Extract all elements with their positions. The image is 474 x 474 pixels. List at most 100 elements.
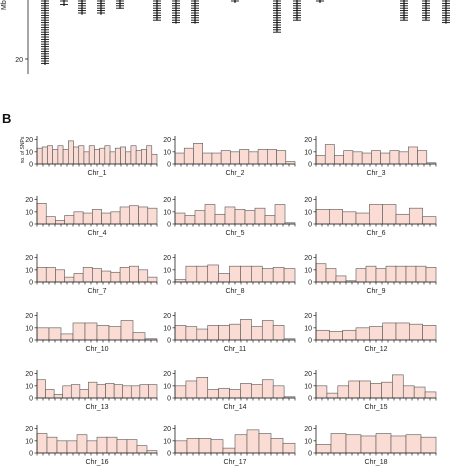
chromosome-label: Chr_5 [225, 230, 244, 237]
chromosome-label: Chr_1 [87, 170, 106, 177]
y-tick-label: 0 [167, 162, 171, 169]
snp-bar [82, 212, 93, 225]
snp-bar [380, 152, 391, 165]
snp-bar [79, 389, 89, 399]
snp-bar [214, 213, 226, 225]
snp-bar [267, 149, 277, 165]
snp-bar [73, 273, 84, 283]
marker-column [60, 0, 68, 6]
chromosome-label: Chr_17 [224, 459, 247, 466]
snp-bar [147, 207, 158, 225]
snp-bar [220, 150, 231, 165]
y-tick-label: 10 [163, 438, 171, 445]
snp-bar [370, 383, 382, 399]
snp-bar [229, 389, 241, 399]
snp-bar [395, 265, 407, 283]
y-tick-label: 0 [308, 162, 312, 169]
snp-bar [369, 204, 383, 225]
snp-bar [425, 267, 437, 283]
snp-bar [96, 436, 108, 454]
chromosome-label: Chr_10 [86, 346, 109, 353]
marker-column [442, 0, 450, 24]
snp-bar [224, 206, 236, 225]
snp-bar [335, 275, 347, 283]
snp-bar [99, 147, 106, 165]
snp-bar [101, 270, 112, 283]
snp-bar [337, 385, 350, 399]
y-tick-label: 20 [25, 197, 33, 204]
chromosome-chart: 0 10 20 Chr_4 [25, 196, 158, 237]
snp-bar [64, 276, 75, 283]
snp-bar [96, 325, 110, 341]
snp-bar [36, 147, 43, 165]
snp-bar [66, 440, 78, 454]
y-tick-label: 20 [163, 137, 171, 144]
y-tick-label: 10 [304, 149, 312, 156]
snp-bar [360, 435, 377, 454]
chromosome-chart: 0 10 20 Chr_11 [163, 312, 296, 353]
y-tick-label: 10 [25, 325, 33, 332]
snp-bar [135, 150, 142, 165]
snp-bar [78, 145, 85, 165]
chromosome-label: Chr_15 [365, 404, 388, 411]
marker-column [422, 0, 430, 21]
snp-bar [122, 385, 132, 399]
snp-bar [365, 265, 377, 283]
snp-bar [132, 332, 146, 341]
snp-bar [409, 323, 423, 341]
y-tick-label: 10 [304, 209, 312, 216]
y-tick-label: 0 [308, 222, 312, 229]
chromosome-label: Chr_9 [366, 288, 385, 295]
snp-bar [392, 374, 404, 399]
snp-bar [324, 144, 335, 165]
snp-bar [174, 440, 188, 454]
snp-bar [129, 265, 139, 283]
y-tick-label: 0 [29, 280, 33, 287]
chromosome-label: Chr_6 [366, 230, 385, 237]
snp-bar [62, 149, 69, 165]
marker-column [97, 0, 105, 15]
y-axis-title: no. of SNPs [20, 136, 26, 163]
y-tick-label: 0 [308, 451, 312, 458]
snp-bar [139, 384, 149, 399]
snp-bar [276, 150, 287, 165]
snp-bar [251, 326, 263, 341]
snp-bar [36, 379, 46, 399]
y-tick-label: 0 [308, 280, 312, 287]
y-tick-label: 0 [29, 396, 33, 403]
marker-column [400, 0, 408, 21]
snp-bar [352, 151, 363, 165]
snp-bar [272, 267, 285, 283]
y-tick-label: 0 [308, 338, 312, 345]
snp-bar [342, 329, 357, 341]
snp-bar [246, 429, 260, 454]
chromosome-chart: 0 10 20 Chr_9 [304, 254, 437, 295]
snp-bar [261, 268, 274, 283]
snp-bar [405, 434, 422, 454]
snp-bar [382, 204, 397, 225]
snp-bar [108, 326, 122, 341]
snp-bar [381, 381, 393, 399]
panel-a-ytick-label: 20 [15, 57, 23, 64]
snp-bar [369, 326, 383, 341]
y-tick-label: 10 [163, 149, 171, 156]
snp-bar [282, 442, 296, 454]
snp-bar [218, 273, 230, 283]
snp-bar [129, 205, 139, 225]
snp-bar [402, 385, 415, 399]
snp-bar [274, 204, 286, 225]
chromosome-label: Chr_14 [224, 404, 247, 411]
y-tick-label: 0 [29, 162, 33, 169]
snp-bar [174, 325, 187, 341]
snp-bar [114, 147, 121, 165]
snp-bar [258, 433, 272, 454]
snp-bar [194, 210, 206, 225]
y-tick-label: 0 [29, 338, 33, 345]
snp-bar [185, 380, 198, 399]
chromosome-label: Chr_16 [86, 459, 109, 466]
y-tick-label: 10 [25, 209, 33, 216]
chromosome-label: Chr_4 [87, 230, 106, 237]
marker-column [116, 0, 124, 9]
snp-bar [62, 385, 72, 399]
